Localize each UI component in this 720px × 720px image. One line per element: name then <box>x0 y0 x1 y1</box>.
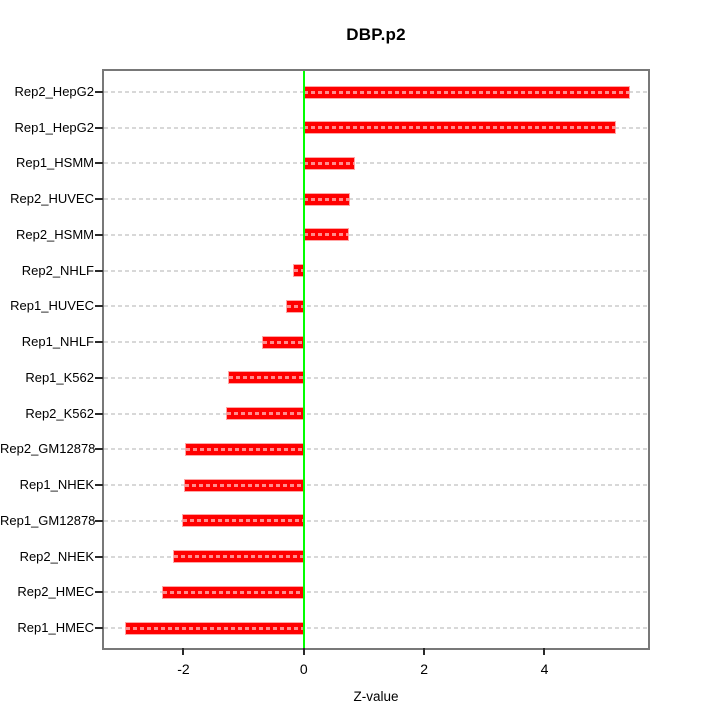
category-tick <box>95 376 103 379</box>
x-axis-label: Z-value <box>353 689 399 704</box>
category-tick <box>95 162 103 165</box>
category-label: Rep1_K562 <box>25 369 94 385</box>
x-tick <box>543 648 546 655</box>
plot-box <box>102 69 650 650</box>
bar <box>125 622 304 634</box>
category-label: Rep2_HUVEC <box>10 191 94 207</box>
category-tick <box>95 198 103 201</box>
category-tick <box>95 555 103 558</box>
bar <box>185 443 304 455</box>
bar <box>303 122 615 134</box>
bar <box>262 336 304 348</box>
category-label: Rep2_GM12878 <box>0 441 96 457</box>
category-tick <box>95 305 103 308</box>
bar <box>286 300 304 312</box>
gridline <box>104 233 648 236</box>
bar <box>303 157 354 169</box>
gridline <box>104 591 648 594</box>
gridline <box>104 555 648 558</box>
category-label: Rep1_HepG2 <box>14 119 95 135</box>
category-tick <box>95 91 103 93</box>
x-tick-label: 4 <box>540 661 549 677</box>
category-tick <box>95 412 103 415</box>
category-label: Rep1_HSMM <box>15 155 94 171</box>
gridline <box>104 198 648 201</box>
gridline <box>104 519 648 522</box>
gridline <box>104 162 648 165</box>
category-tick <box>95 591 103 594</box>
category-label: Rep1_NHEK <box>19 477 94 493</box>
category-label: Rep2_NHEK <box>19 548 94 564</box>
bar <box>184 479 304 491</box>
zero-line <box>302 71 305 648</box>
bar <box>293 265 304 277</box>
gridline <box>104 341 648 344</box>
gridline <box>104 269 648 272</box>
category-tick <box>95 484 103 487</box>
category-tick <box>95 126 103 129</box>
category-tick <box>95 269 103 272</box>
bar <box>228 372 304 384</box>
category-tick <box>95 627 103 629</box>
category-label: Rep1_HUVEC <box>10 298 94 314</box>
x-tick-label: -2 <box>177 661 190 677</box>
category-label: Rep2_HSMM <box>15 226 94 242</box>
gridline <box>104 412 648 415</box>
x-tick-label: 2 <box>420 661 429 677</box>
bar <box>303 229 348 241</box>
category-label: Rep2_HMEC <box>17 584 94 600</box>
gridline <box>104 305 648 308</box>
gridline <box>104 627 648 629</box>
category-tick <box>95 233 103 236</box>
plot-area <box>104 71 648 648</box>
category-tick <box>95 519 103 522</box>
category-label: Rep2_NHLF <box>21 262 94 278</box>
category-label: Rep1_NHLF <box>21 334 94 350</box>
bar <box>162 586 304 598</box>
category-label: Rep2_K562 <box>25 405 94 421</box>
bar <box>226 408 304 420</box>
gridline <box>104 484 648 487</box>
x-tick <box>423 648 426 655</box>
x-tick-label: 0 <box>299 661 308 677</box>
bar <box>182 515 304 527</box>
gridline <box>104 376 648 379</box>
category-label: Rep1_GM12878 <box>0 512 96 528</box>
category-label: Rep1_HMEC <box>17 620 94 635</box>
category-label: Rep2_HepG2 <box>14 84 95 99</box>
bar <box>303 193 349 205</box>
category-tick <box>95 341 103 344</box>
chart-title: DBP.p2 <box>346 25 406 44</box>
category-tick <box>95 448 103 451</box>
bar <box>303 86 629 98</box>
gridline <box>104 448 648 451</box>
x-tick <box>302 648 305 655</box>
bar <box>174 551 304 563</box>
x-tick <box>182 648 185 655</box>
